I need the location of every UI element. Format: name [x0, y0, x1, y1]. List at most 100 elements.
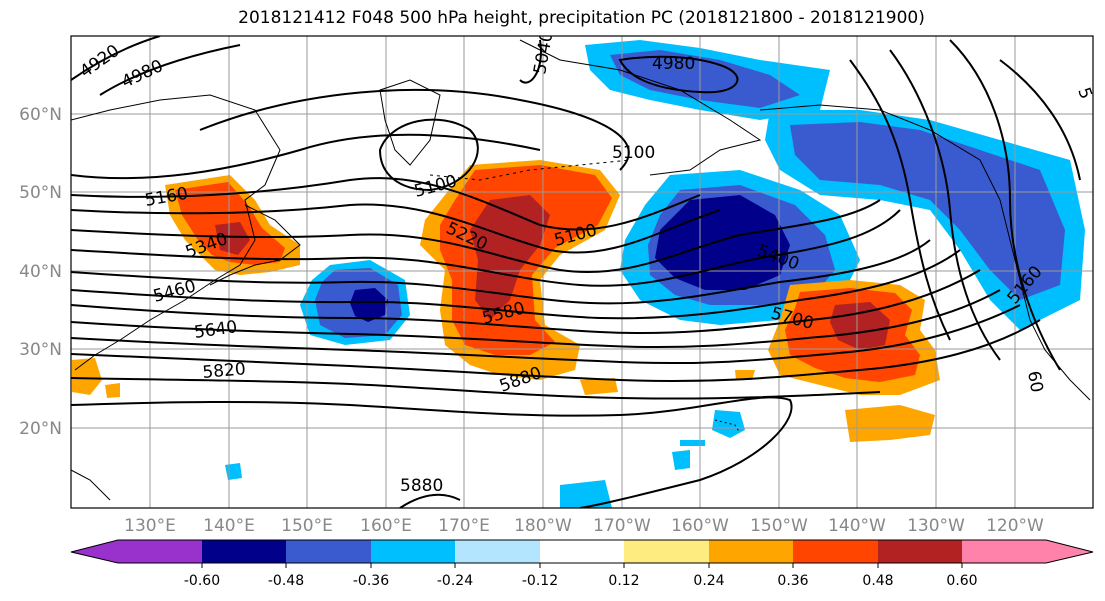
fill-central-strong: [655, 195, 790, 290]
colorbar-extend-high: [1046, 540, 1093, 563]
contour-5100-lowcenter: [378, 118, 479, 192]
contour-4920: [71, 36, 161, 81]
colorbar-tick-label: 0.24: [693, 573, 724, 589]
contour-label: 5820: [202, 359, 247, 383]
contour-5880-main: [71, 396, 793, 508]
coast-alaska: [519, 39, 762, 176]
contour-label: 5: [1073, 85, 1095, 102]
colorbar-outline: [70, 539, 1094, 564]
longitude-axis: 130°E 140°E 150°E 160°E 170°E 180°W 170°…: [124, 516, 1044, 536]
longitude-label: 170°W: [593, 516, 651, 536]
fill-japan-strong: [215, 222, 250, 255]
fill-sub-2: [580, 378, 618, 395]
longitude-label: 140°W: [828, 516, 886, 536]
latitude-axis: 60°N 50°N 40°N 30°N 20°N: [19, 105, 62, 439]
fill-small-3: [680, 440, 705, 446]
coast-aleutians: [429, 159, 631, 181]
positive-anomaly-fills: [72, 160, 940, 442]
contour-east-trough-2: [889, 49, 1001, 361]
longitude-label: 130°W: [907, 516, 965, 536]
contour-5880-south: [399, 493, 461, 508]
latitude-label: 40°N: [19, 262, 62, 282]
fill-hawaii-light: [712, 410, 745, 438]
contour-5400: [71, 209, 901, 287]
contour-ridge-east: [999, 59, 1081, 181]
fill-bering-mid: [610, 50, 800, 108]
contour-label: 5880: [400, 476, 443, 496]
colorbar-extend-low: [71, 540, 118, 563]
colorbar-segment: [286, 540, 371, 563]
colorbar-tick-label: 0.48: [862, 573, 893, 589]
colorbar-ticks: [201, 563, 963, 568]
latitude-label: 30°N: [19, 340, 62, 360]
contour-5220: [71, 177, 701, 231]
colorbar-segment: [878, 540, 962, 563]
contour-5700: [71, 304, 1021, 365]
contour-5040: [519, 39, 542, 84]
colorbar-segment: [118, 540, 202, 563]
fill-sub-3: [72, 358, 102, 395]
colorbar-tick-label: -0.24: [437, 573, 473, 589]
contour-5520: [71, 249, 961, 320]
coast-hawaii: [714, 419, 741, 434]
latitude-label: 50°N: [19, 183, 62, 203]
map-area: 4920 4980 5040 4980 5160 5100 5100 5220 …: [71, 36, 1095, 508]
colorbar-segment: [793, 540, 878, 563]
contour-5100-arc: [199, 89, 630, 171]
longitude-label: 150°E: [281, 516, 333, 536]
contour-5280: [71, 203, 721, 254]
latitude-label: 20°N: [19, 419, 62, 439]
longitude-label: 120°W: [986, 516, 1044, 536]
colorbar-segment: [962, 540, 1046, 563]
fill-sub-1: [845, 405, 935, 442]
contour-east-trough-1: [849, 59, 951, 341]
colorbar-tick-label: 0.12: [608, 573, 639, 589]
map-frame: [70, 35, 1094, 509]
fill-nwpac-strong: [350, 288, 388, 322]
fill-small-2: [672, 450, 690, 470]
longitude-label: 150°W: [750, 516, 808, 536]
colorbar-tick-label: -0.60: [184, 573, 220, 589]
longitude-label: 180°W: [514, 516, 572, 536]
coast-south-asia: [71, 469, 111, 501]
contour-5640: [71, 289, 1001, 349]
contour-label: 60: [1023, 369, 1046, 394]
fill-sub-4: [105, 383, 120, 398]
coast-kamchatka: [379, 79, 441, 166]
contour-5340: [71, 199, 881, 273]
longitude-label: 130°E: [124, 516, 176, 536]
colorbar-tick-label: -0.48: [268, 573, 304, 589]
map-title: 2018121412 F048 500 hPa height, precipit…: [238, 8, 925, 28]
longitude-label: 140°E: [203, 516, 255, 536]
contour-label: 4980: [652, 54, 695, 74]
contour-east-trough-3: [949, 39, 1061, 371]
contour-5760: [71, 319, 1041, 383]
contour-5460: [71, 239, 931, 305]
contour-label: 5100: [612, 143, 655, 163]
colorbar-segments: [71, 540, 1093, 563]
contour-4980-alaska: [618, 55, 739, 94]
contour-4980-west: [99, 44, 241, 96]
longitude-label: 170°E: [438, 516, 490, 536]
colorbar-segment: [540, 540, 624, 563]
fill-gulf-mid: [790, 122, 1065, 300]
colorbar-segment: [709, 540, 793, 563]
height-contours: [71, 36, 1081, 508]
fill-east-strong: [830, 302, 890, 350]
latitude-label: 60°N: [19, 105, 62, 125]
colorbar-tick-label: -0.12: [522, 573, 558, 589]
fill-small-1: [225, 463, 242, 480]
colorbar-tick-label: 0.60: [946, 573, 977, 589]
colorbar-segment: [455, 540, 540, 563]
colorbar-tick-label: -0.36: [353, 573, 389, 589]
longitude-label: 160°E: [360, 516, 412, 536]
colorbar-segment: [202, 540, 286, 563]
colorbar-tick-label: 0.36: [777, 573, 808, 589]
coast-alaska-south: [759, 104, 1001, 201]
fill-south-light: [560, 480, 612, 508]
colorbar-segment: [371, 540, 455, 563]
contour-5160: [71, 133, 541, 180]
colorbar-segment: [624, 540, 709, 563]
longitude-label: 160°W: [671, 516, 729, 536]
